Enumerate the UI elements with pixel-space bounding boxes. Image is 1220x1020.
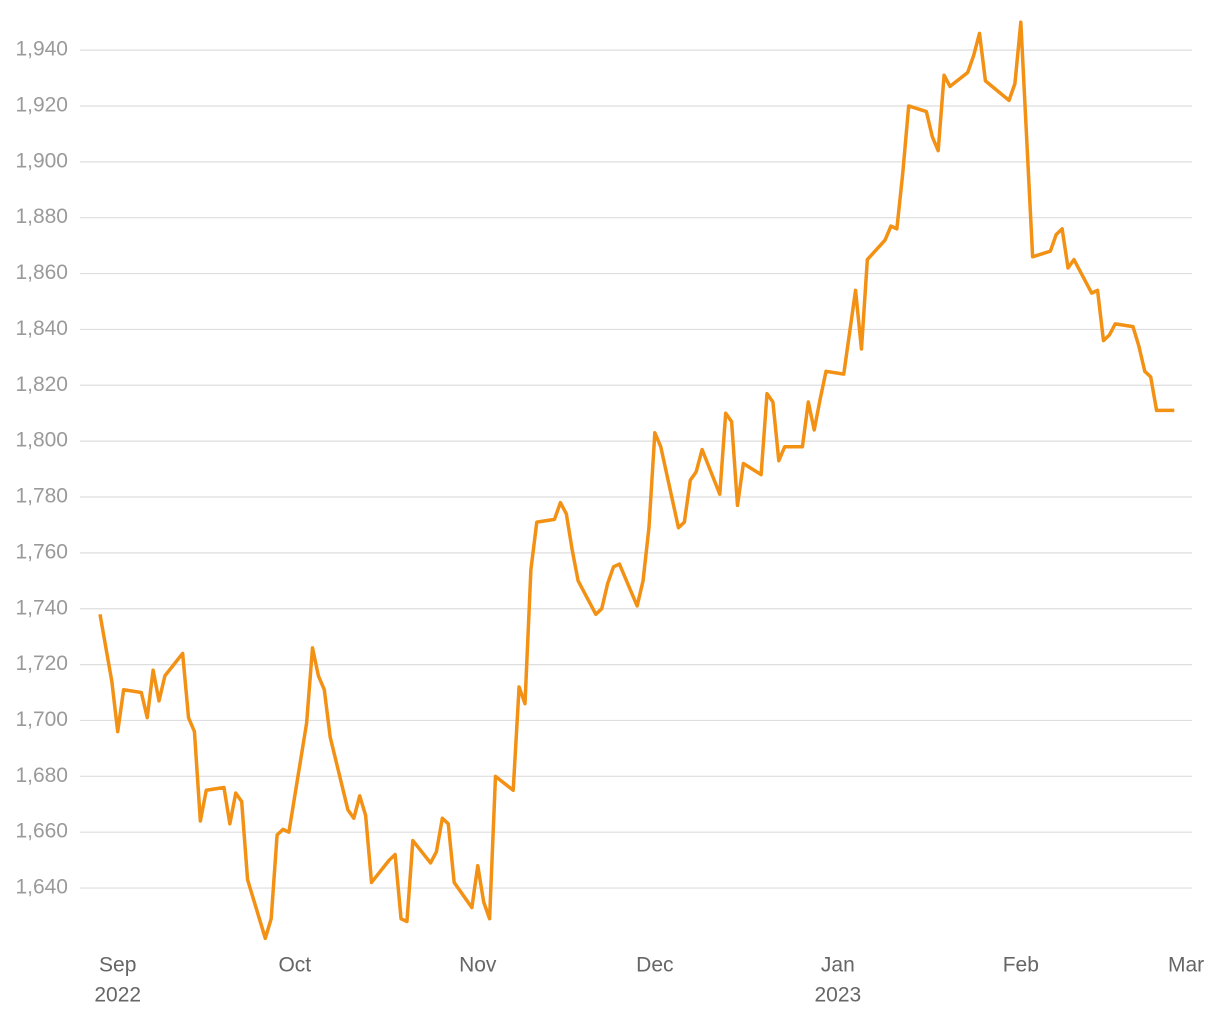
x-tick-label: Dec — [636, 954, 673, 977]
x-tick-label: Sep — [99, 954, 136, 977]
x-tick-label: Feb — [1003, 954, 1039, 977]
y-tick-label: 1,660 — [15, 820, 68, 843]
y-tick-label: 1,840 — [15, 317, 68, 340]
x-tick-label: Nov — [459, 954, 497, 977]
y-tick-label: 1,860 — [15, 261, 68, 284]
y-tick-label: 1,720 — [15, 652, 68, 675]
y-tick-label: 1,760 — [15, 540, 68, 563]
y-tick-label: 1,800 — [15, 429, 68, 452]
y-tick-label: 1,780 — [15, 485, 68, 508]
x-tick-label: Oct — [278, 954, 311, 977]
y-tick-label: 1,680 — [15, 764, 68, 787]
x-tick-label: Jan — [821, 954, 855, 977]
y-tick-label: 1,900 — [15, 149, 68, 172]
y-tick-label: 1,940 — [15, 38, 68, 61]
y-tick-label: 1,700 — [15, 708, 68, 731]
year-label: 2022 — [94, 984, 141, 1007]
year-label: 2023 — [814, 984, 861, 1007]
y-tick-label: 1,880 — [15, 205, 68, 228]
y-tick-label: 1,640 — [15, 876, 68, 899]
y-tick-label: 1,920 — [15, 94, 68, 117]
y-tick-label: 1,820 — [15, 373, 68, 396]
x-tick-label: Mar — [1168, 954, 1204, 977]
y-tick-label: 1,740 — [15, 596, 68, 619]
price-line — [98, 20, 1175, 941]
